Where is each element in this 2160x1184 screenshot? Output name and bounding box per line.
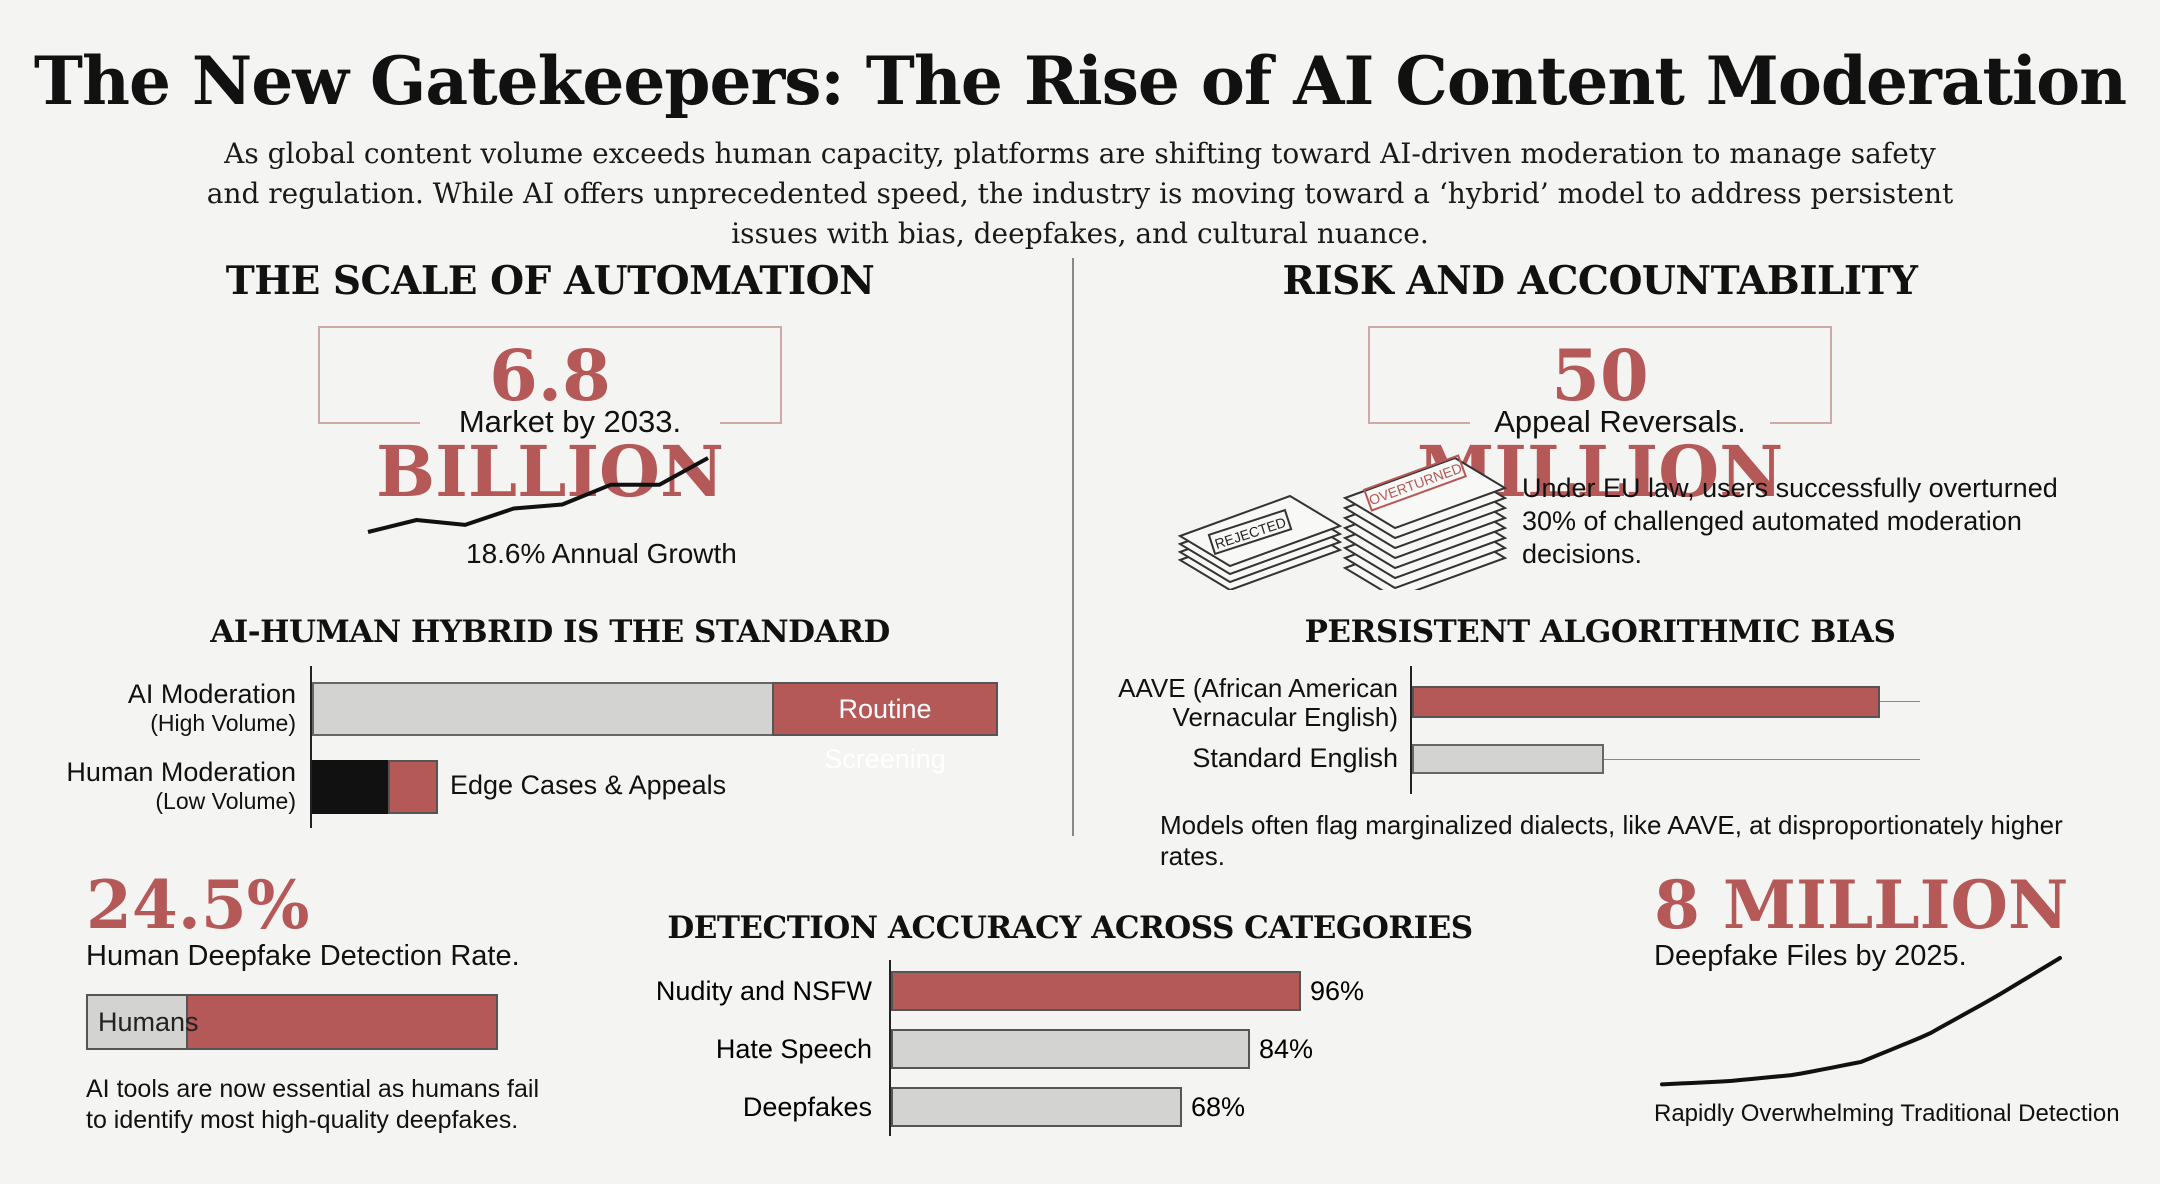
- standard-english-bar: [1412, 744, 1605, 774]
- aave-label: AAVE (African American Vernacular Englis…: [1080, 674, 1398, 732]
- deepfake-files-stat: 8 MILLION: [1654, 866, 2069, 944]
- market-stat-caption: Market by 2033.: [420, 404, 720, 440]
- hybrid-heading: AI-HUMAN HYBRID IS THE STANDARD: [210, 614, 890, 650]
- deepfake-growth-chart: [1660, 956, 2062, 1087]
- aave-bar: [1412, 686, 1880, 718]
- deepfake-files-caption: Deepfake Files by 2025.: [1654, 940, 1967, 972]
- ai-moderation-sub: (High Volume): [150, 710, 296, 736]
- accuracy-category-label: Nudity and NSFW: [656, 976, 873, 1006]
- accuracy-bar: [891, 1029, 1250, 1069]
- column-divider: [1072, 258, 1074, 836]
- appeal-stat-caption: Appeal Reversals.: [1470, 404, 1770, 440]
- human-detection-note: AI tools are now essential as humans fai…: [86, 1074, 539, 1136]
- ai-routine-bar-gray: [312, 682, 774, 736]
- eu-law-note: Under EU law, users successfully overtur…: [1522, 473, 2058, 569]
- human-bar-black: [312, 760, 390, 814]
- human-detection-caption: Human Deepfake Detection Rate.: [86, 940, 520, 972]
- market-stat-value: 6.8 BILLION: [375, 334, 725, 513]
- bias-note: Models often flag marginalized dialects,…: [1160, 810, 2063, 871]
- accuracy-bar: [891, 971, 1301, 1011]
- ai-moderation-label: AI Moderation (High Volume): [80, 680, 296, 738]
- human-moderation-sub: (Low Volume): [155, 788, 296, 814]
- human-moderation-label: Human Moderation (Low Volume): [60, 758, 296, 816]
- aave-label-line1: AAVE (African American: [1118, 673, 1398, 703]
- human-moderation-title: Human Moderation: [66, 757, 296, 787]
- accuracy-value-label: 84%: [1259, 1034, 1313, 1064]
- human-detection-stat: 24.5%: [86, 866, 310, 944]
- bias-heading: PERSISTENT ALGORITHMIC BIAS: [1304, 614, 1896, 650]
- bias-axis: [1410, 666, 1412, 794]
- growth-label: 18.6% Annual Growth: [466, 538, 737, 569]
- accuracy-value-label: 96%: [1310, 976, 1364, 1006]
- aave-label-line2: Vernacular English): [1172, 702, 1398, 732]
- human-segment-label: Edge Cases & Appeals: [450, 770, 727, 800]
- ai-routine-bar-red: Routine Screening: [772, 682, 998, 774]
- ai-moderation-title: AI Moderation: [127, 679, 296, 709]
- page-subtitle: As global content volume exceeds human c…: [206, 137, 1954, 250]
- accuracy-category-label: Deepfakes: [743, 1092, 872, 1122]
- humans-fill: [88, 996, 188, 1048]
- overturned-stack: OVERTURNED: [1342, 454, 1508, 590]
- detection-accuracy-heading: DETECTION ACCURACY ACROSS CATEGORIES: [667, 910, 1473, 946]
- market-stat-box: 6.8 BILLION: [318, 326, 782, 513]
- accuracy-category-label: Hate Speech: [716, 1034, 872, 1064]
- accuracy-value-label: 68%: [1191, 1092, 1245, 1122]
- scale-heading: THE SCALE OF AUTOMATION: [225, 258, 875, 304]
- deepfake-files-note: Rapidly Overwhelming Traditional Detecti…: [1654, 1100, 2120, 1127]
- rejected-stack: REJECTED: [1177, 494, 1343, 590]
- human-detection-note-line2: to identify most high-quality deepfakes.: [86, 1106, 519, 1134]
- accuracy-bar: [891, 1087, 1182, 1127]
- deepfake-growth-curve: [1660, 956, 2062, 1087]
- paper-stacks-illustration: REJECTED OVERTURNED: [1177, 454, 1508, 590]
- detection-accuracy-chart: Nudity and NSFW 96% Hate Speech 84% Deepfake…: [656, 960, 1364, 1136]
- human-bar-red: [388, 760, 438, 814]
- risk-heading: RISK AND ACCOUNTABILITY: [1282, 258, 1918, 304]
- aave-tail-line: [1880, 701, 1920, 702]
- human-detection-note-line1: AI tools are now essential as humans fai…: [86, 1075, 540, 1103]
- market-growth-chart: [367, 456, 709, 534]
- hybrid-axis: [310, 666, 312, 828]
- standard-tail-line: [1600, 759, 1920, 760]
- standard-english-label: Standard English: [1192, 743, 1398, 773]
- market-growth-line: [367, 456, 709, 534]
- humans-bar-label: Humans: [98, 1007, 199, 1037]
- human-detection-bar: Humans: [86, 994, 498, 1050]
- page-title: The New Gatekeepers: The Rise of AI Cont…: [33, 42, 2127, 120]
